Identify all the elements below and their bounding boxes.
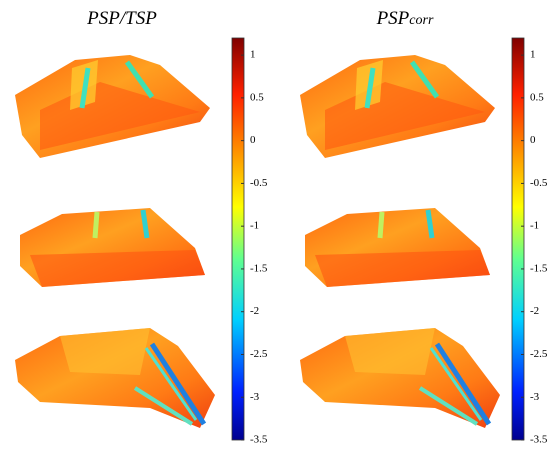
tick-label: 1 bbox=[530, 49, 536, 61]
tick-label: -1.5 bbox=[530, 262, 548, 274]
tick-label: 0.5 bbox=[530, 91, 544, 103]
tick-label: -3 bbox=[530, 391, 540, 403]
colorbar bbox=[231, 37, 245, 441]
tick-label: -1 bbox=[250, 220, 259, 232]
tick-label: -3.5 bbox=[250, 434, 268, 446]
tick-label: -2.5 bbox=[250, 348, 268, 360]
tick-label: -0.5 bbox=[530, 177, 548, 189]
tick-label: -2 bbox=[530, 305, 539, 317]
tick-label: -0.5 bbox=[250, 177, 268, 189]
tick-label: 1 bbox=[250, 49, 256, 61]
tick-label: -3 bbox=[250, 391, 260, 403]
tick-label: 0.5 bbox=[250, 91, 264, 103]
panel-title: PSPcorr bbox=[376, 8, 434, 29]
panel-title: PSP/TSP bbox=[86, 8, 157, 29]
render-left bbox=[15, 55, 215, 428]
tick-label: -3.5 bbox=[530, 434, 548, 446]
tick-label: 0 bbox=[250, 134, 256, 146]
tick-label: -1 bbox=[530, 220, 539, 232]
tick-label: -2 bbox=[250, 305, 259, 317]
tick-label: 0 bbox=[530, 134, 536, 146]
colorbar bbox=[511, 37, 525, 441]
render-right bbox=[300, 55, 500, 428]
tick-label: -1.5 bbox=[250, 262, 268, 274]
tick-label: -2.5 bbox=[530, 348, 548, 360]
